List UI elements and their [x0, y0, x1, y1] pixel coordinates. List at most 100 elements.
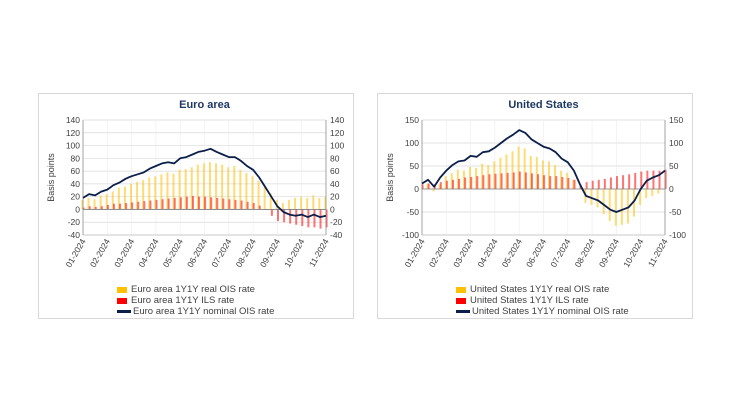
y-tick-label: 0	[75, 204, 80, 214]
legend-item-real: Euro area 1Y1Y real OIS rate	[117, 284, 274, 295]
y2-tick-label: 100	[669, 138, 683, 148]
x-tick-label: 03-2024	[112, 237, 136, 269]
bar-ils	[88, 206, 91, 210]
x-tick-label: 04-2024	[475, 237, 499, 269]
bar-ils	[179, 197, 182, 210]
legend-item-real: United States 1Y1Y real OIS rate	[456, 284, 629, 295]
legend-swatch-real	[456, 286, 466, 293]
bar-real	[596, 189, 599, 208]
bar-real	[172, 173, 175, 210]
y2-tick-label: -100	[669, 230, 686, 240]
bar-real	[81, 199, 84, 210]
bar-real	[487, 165, 490, 189]
bar-ils	[131, 202, 134, 210]
legend-item-ils: United States 1Y1Y ILS rate	[456, 295, 629, 306]
legend-label-ils: United States 1Y1Y ILS rate	[470, 295, 589, 306]
chart-title: United States	[508, 99, 578, 111]
bar-real	[111, 191, 114, 210]
legend: Euro area 1Y1Y real OIS rate Euro area 1…	[117, 284, 274, 317]
legend-label-real: Euro area 1Y1Y real OIS rate	[131, 284, 255, 295]
bar-real	[602, 189, 605, 215]
x-tick-label: 10-2024	[282, 237, 306, 269]
legend-swatch-nominal	[117, 310, 131, 313]
bar-ils	[530, 173, 533, 189]
bar-real	[196, 164, 199, 210]
chart-title: Euro area	[179, 99, 231, 111]
y2-tick-label: 40	[330, 179, 340, 189]
bar-real	[481, 163, 484, 189]
y2-tick-label: -40	[330, 230, 343, 240]
bar-ils	[506, 172, 509, 189]
bar-real	[657, 189, 660, 194]
bar-real	[166, 172, 169, 210]
bar-real	[190, 167, 193, 210]
y2-tick-label: 0	[669, 184, 674, 194]
bar-ils	[295, 209, 298, 225]
bar-ils	[609, 177, 612, 189]
bar-ils	[289, 209, 292, 224]
y2-tick-label: -20	[330, 217, 343, 227]
legend-item-nominal: Euro area 1Y1Y nominal OIS rate	[117, 306, 274, 317]
bar-real	[178, 169, 181, 210]
bar-ils	[94, 206, 97, 210]
y-axis-label: Basis points	[46, 153, 56, 202]
bar-real	[626, 189, 629, 224]
bar-real	[462, 170, 465, 189]
chart-panel-united-states: United States 150 100 50 0 -50 -100 150 100 50 0 -5…	[377, 93, 693, 319]
y2-tick-label: 20	[330, 192, 340, 202]
bar-ils	[439, 182, 442, 189]
y-tick-label: 0	[414, 184, 419, 194]
x-tick-label: 02-2024	[427, 237, 451, 269]
bar-ils	[283, 209, 286, 223]
bar-real	[136, 181, 139, 210]
bar-real	[251, 176, 254, 210]
y-tick-label: 20	[71, 192, 81, 202]
bar-real	[239, 169, 242, 210]
bar-ils	[155, 199, 158, 210]
bar-real	[184, 169, 187, 210]
x-tick-label: 09-2024	[597, 237, 621, 269]
bar-ils	[445, 180, 448, 189]
bar-real	[499, 157, 502, 189]
bar-ils	[482, 175, 485, 189]
bar-ils	[622, 175, 625, 189]
series-line-nominal	[421, 129, 666, 213]
bar-real	[202, 163, 205, 210]
legend-swatch-ils	[456, 297, 466, 304]
y2-tick-label: 100	[330, 141, 344, 151]
bar-real	[154, 176, 157, 210]
bar-real	[511, 151, 514, 189]
bar-ils	[549, 176, 552, 189]
bar-ils	[191, 196, 194, 210]
bar-ils	[634, 172, 637, 189]
bar-real	[432, 189, 435, 192]
bar-ils	[585, 182, 588, 189]
bar-ils	[421, 184, 424, 189]
y-tick-label: -50	[407, 207, 420, 217]
y-tick-label: 120	[66, 128, 80, 138]
bar-ils	[137, 201, 140, 210]
bar-ils	[591, 180, 594, 189]
bar-ils	[82, 207, 85, 210]
bar-real	[99, 195, 102, 210]
bar-ils	[100, 206, 103, 210]
x-tick-label: 04-2024	[136, 237, 160, 269]
bar-ils	[143, 201, 146, 210]
bar-ils	[524, 172, 527, 189]
bar-ils	[476, 176, 479, 189]
bar-real	[529, 155, 532, 189]
bar-real	[608, 189, 611, 222]
bar-real	[547, 161, 550, 189]
bar-real	[438, 184, 441, 189]
bar-ils	[313, 209, 316, 228]
legend-item-ils: Euro area 1Y1Y ILS rate	[117, 295, 274, 306]
bar-real	[493, 161, 496, 189]
legend: United States 1Y1Y real OIS rate United …	[456, 284, 629, 317]
y2-tick-label: 140	[330, 115, 344, 125]
bar-ils	[458, 178, 461, 189]
bar-ils	[325, 209, 328, 228]
bar-ils	[185, 196, 188, 210]
bar-real	[541, 160, 544, 189]
y-tick-label: -100	[402, 230, 419, 240]
x-tick-label: 06-2024	[185, 237, 209, 269]
